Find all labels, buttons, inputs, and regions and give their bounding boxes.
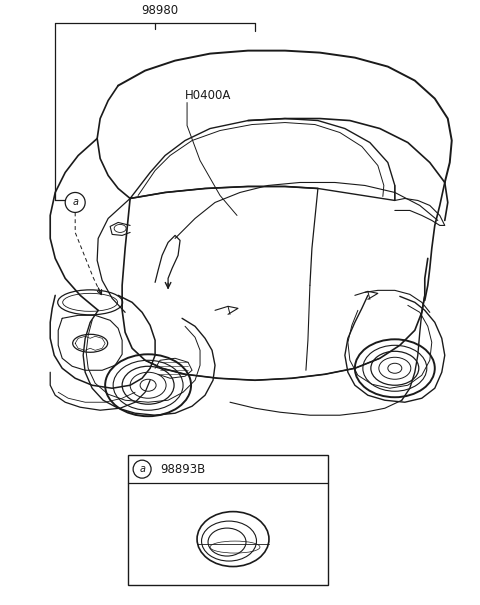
- Text: 98893B: 98893B: [160, 463, 205, 476]
- FancyBboxPatch shape: [128, 455, 328, 585]
- Text: H0400A: H0400A: [185, 89, 231, 102]
- Text: a: a: [139, 464, 145, 474]
- Text: a: a: [72, 197, 78, 208]
- Text: 98980: 98980: [142, 4, 179, 17]
